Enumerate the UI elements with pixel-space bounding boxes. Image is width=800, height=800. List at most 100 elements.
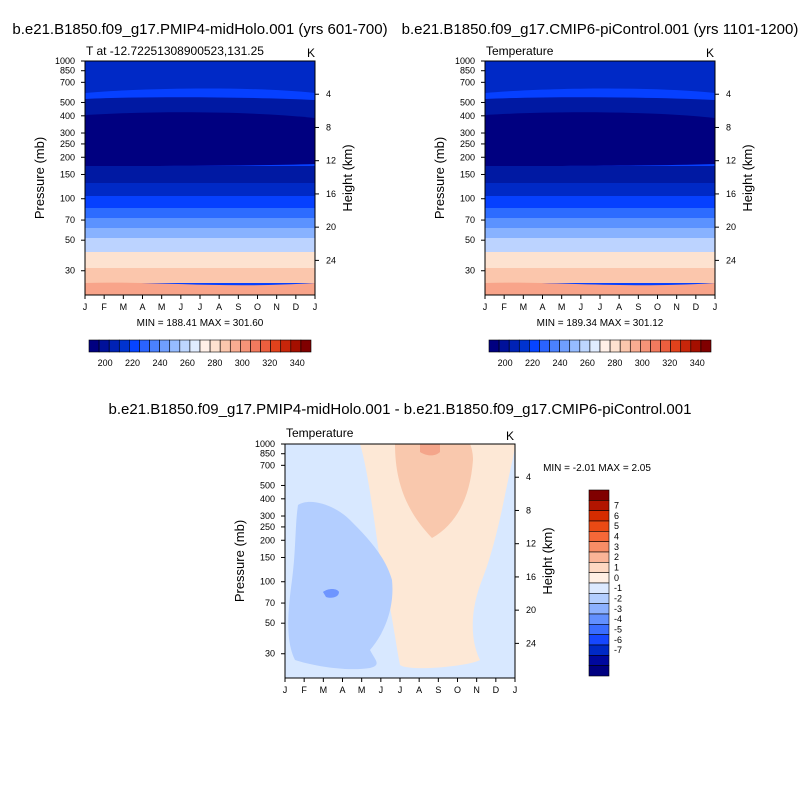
colorbar-swatch: [260, 339, 271, 353]
panel-3-minmax: MIN = -2.01 MAX = 2.05: [543, 463, 651, 474]
y-tick-label: 700: [60, 77, 75, 87]
colorbar-label: 340: [690, 358, 705, 368]
colorbar-diff-label: 6: [614, 511, 619, 521]
diff-region-pos1: [360, 444, 515, 669]
colorbar-diff-label: -5: [614, 625, 622, 635]
colorbar-diff-label: -3: [614, 604, 622, 614]
panel-2-minmax: MIN = 189.34 MAX = 301.12: [537, 318, 664, 329]
panel-2-band-300: [485, 282, 715, 295]
panel-2-band-250: [485, 208, 715, 218]
x-tick-label: S: [635, 302, 641, 312]
colorbar-diff-swatch: [588, 655, 610, 666]
colorbar-swatch: [129, 339, 140, 353]
x-tick-label: N: [673, 302, 680, 312]
panel-2-band-210: [485, 112, 715, 166]
y-tick-label: 50: [265, 618, 275, 628]
diff-region-neg3: [323, 589, 339, 598]
diff-region-pos3: [420, 444, 440, 456]
y-tick-label: 200: [460, 152, 475, 162]
y-tick-label: 1000: [455, 56, 475, 66]
height-tick-label: 8: [526, 505, 531, 515]
x-tick-label: D: [293, 302, 300, 312]
colorbar-diff-label: -2: [614, 594, 622, 604]
y-tick-label: 70: [465, 215, 475, 225]
colorbar-diff-swatch: [588, 624, 610, 635]
y-tick-label: 500: [260, 480, 275, 490]
y-tick-label: 850: [60, 66, 75, 76]
x-tick-label: S: [435, 685, 441, 695]
y-tick-label: 200: [60, 152, 75, 162]
panel-midholo: b.e21.B1850.f09_g17.PMIP4-midHolo.001 (y…: [12, 21, 387, 329]
height-tick-label: 8: [326, 122, 331, 132]
colorbar-diff-label: -7: [614, 645, 622, 655]
panel-2-band-290: [485, 268, 715, 283]
x-tick-label: N: [473, 685, 480, 695]
colorbar-swatch: [640, 339, 651, 353]
x-tick-label: J: [179, 302, 184, 312]
x-tick-label: J: [483, 302, 488, 312]
colorbar-swatch: [609, 339, 621, 353]
x-tick-label: M: [158, 302, 166, 312]
panel-2-subtitle: Temperature: [486, 44, 554, 58]
height-tick-label: 20: [726, 222, 736, 232]
x-tick-label: M: [558, 302, 566, 312]
height-tick-label: 16: [726, 189, 736, 199]
y-tick-label: 1000: [55, 56, 75, 66]
colorbar-swatch: [250, 339, 261, 353]
panel-2-band-220b: [485, 166, 715, 183]
panel-1-minmax: MIN = 188.41 MAX = 301.60: [137, 318, 264, 329]
panel-picontrol: b.e21.B1850.f09_g17.CMIP6-piControl.001 …: [402, 21, 799, 329]
colorbar-swatch: [650, 339, 661, 353]
colorbar-diff-label: 2: [614, 552, 619, 562]
panel-1-band-260: [85, 218, 315, 228]
x-tick-label: J: [713, 302, 718, 312]
x-tick-label: D: [693, 302, 700, 312]
y-tick-label: 400: [460, 111, 475, 121]
panel-3-ylabel: Pressure (mb): [232, 520, 247, 602]
colorbar-diff-swatch: [588, 562, 610, 573]
x-tick-label: S: [235, 302, 241, 312]
height-tick-label: 16: [526, 572, 536, 582]
colorbar-diff-label: -4: [614, 614, 622, 624]
colorbar-label: 300: [635, 358, 650, 368]
y-tick-label: 100: [260, 577, 275, 587]
colorbar-swatch: [579, 339, 591, 353]
height-tick-label: 24: [526, 638, 536, 648]
x-tick-label: F: [101, 302, 107, 312]
panel-1-contours: [85, 61, 315, 295]
y-tick-label: 850: [260, 449, 275, 459]
panel-1-band-230b: [85, 183, 315, 196]
colorbar-diff-swatch: [588, 489, 610, 501]
y-tick-label: 100: [460, 194, 475, 204]
y-tick-label: 150: [260, 552, 275, 562]
colorbar-swatch: [599, 339, 611, 353]
x-tick-label: J: [398, 685, 403, 695]
colorbar-swatch: [270, 339, 282, 353]
colorbar-2: 200 220 240 260 280 300 320 340: [488, 339, 712, 368]
colorbar-swatch: [219, 339, 231, 353]
height-tick-label: 24: [726, 255, 736, 265]
colorbar-diff-swatch: [588, 500, 610, 511]
x-tick-label: M: [520, 302, 528, 312]
y-tick-label: 70: [265, 598, 275, 608]
y-tick-label: 700: [460, 77, 475, 87]
colorbar-swatch: [199, 339, 211, 353]
colorbar-swatch: [529, 339, 540, 353]
panel-2-title: b.e21.B1850.f09_g17.CMIP6-piControl.001 …: [402, 21, 799, 38]
colorbar-label: 320: [662, 358, 677, 368]
colorbar-swatch: [619, 339, 631, 353]
panel-3-units: K: [506, 429, 514, 443]
panel-2-units: K: [706, 46, 714, 60]
colorbar-swatch: [108, 339, 120, 353]
y-tick-label: 30: [65, 266, 75, 276]
colorbar-label: 340: [290, 358, 305, 368]
colorbar-diff-swatch: [588, 551, 610, 563]
panel-1-band-290: [85, 268, 315, 283]
colorbar-1: 200 220 240 260 280 300 320 340: [88, 339, 312, 368]
panel-1-ylabel-right: Height (km): [340, 144, 355, 211]
colorbar-swatch: [518, 339, 530, 353]
panel-3-title: b.e21.B1850.f09_g17.PMIP4-midHolo.001 - …: [109, 401, 692, 418]
colorbar-label: 260: [180, 358, 195, 368]
colorbar-swatch: [629, 339, 641, 353]
